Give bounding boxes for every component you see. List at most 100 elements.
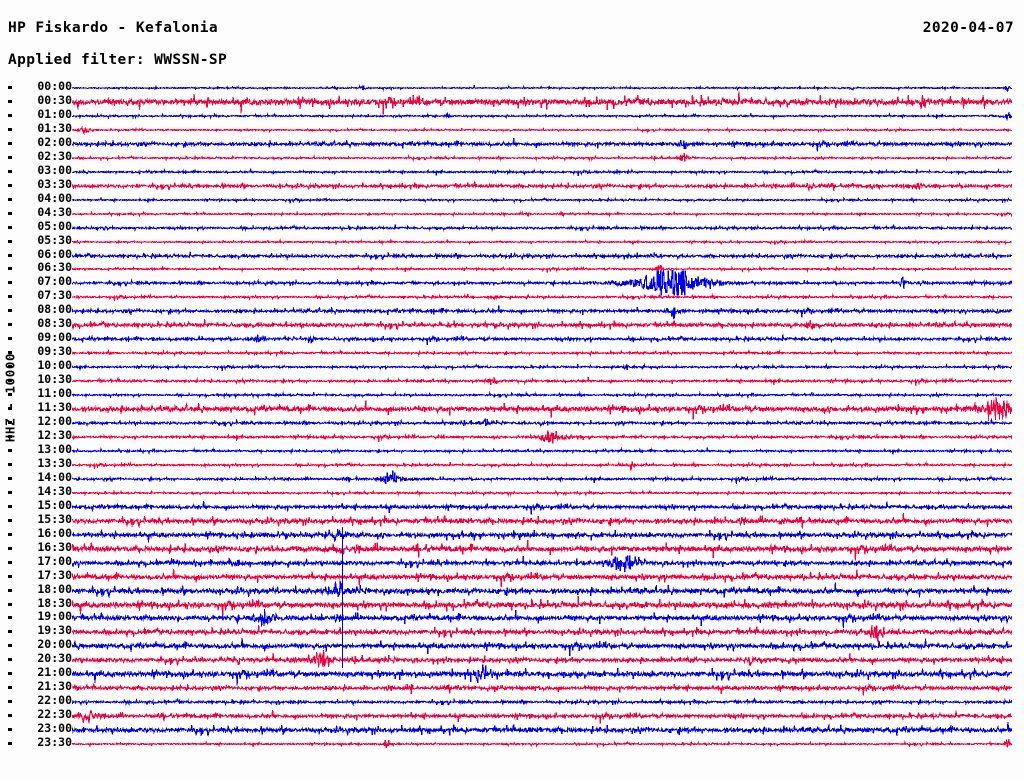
seismic-trace bbox=[72, 250, 1012, 261]
row-tick-mark bbox=[8, 672, 12, 676]
row-tick-mark bbox=[8, 658, 12, 662]
seismic-trace bbox=[72, 709, 1012, 724]
row-time-label: 23:30 bbox=[37, 735, 72, 750]
trace-row: 21:00 bbox=[0, 661, 1024, 687]
trace-row: 19:00 bbox=[0, 605, 1024, 631]
trace-row: 00:30 bbox=[0, 89, 1024, 115]
row-time-label: 08:00 bbox=[37, 302, 72, 317]
seismic-trace bbox=[72, 264, 1012, 275]
trace-row: 21:30 bbox=[0, 675, 1024, 701]
trace-row: 05:30 bbox=[0, 229, 1024, 255]
trace-row: 04:00 bbox=[0, 187, 1024, 213]
row-time-label: 19:30 bbox=[37, 623, 72, 638]
trace-row: 20:30 bbox=[0, 647, 1024, 673]
row-time-label: 02:30 bbox=[37, 148, 72, 163]
trace-row: 18:30 bbox=[0, 592, 1024, 618]
trace-row: 14:00 bbox=[0, 466, 1024, 492]
trace-row: 05:00 bbox=[0, 215, 1024, 241]
row-tick-mark bbox=[8, 518, 12, 522]
row-time-label: 03:00 bbox=[37, 162, 72, 177]
row-tick-mark bbox=[8, 127, 12, 131]
seismic-trace bbox=[72, 625, 1012, 643]
row-time-label: 15:00 bbox=[37, 497, 72, 512]
seismic-trace bbox=[72, 738, 1012, 749]
row-time-label: 14:30 bbox=[37, 483, 72, 498]
trace-row: 15:00 bbox=[0, 494, 1024, 520]
row-tick-mark bbox=[8, 742, 12, 746]
row-tick-mark bbox=[8, 225, 12, 229]
row-time-label: 07:00 bbox=[37, 274, 72, 289]
row-time-label: 05:30 bbox=[37, 232, 72, 247]
seismic-trace bbox=[72, 195, 1012, 204]
row-time-label: 01:30 bbox=[37, 120, 72, 135]
trace-row: 03:00 bbox=[0, 159, 1024, 185]
row-tick-mark bbox=[8, 155, 12, 159]
row-time-label: 20:00 bbox=[37, 637, 72, 652]
row-time-label: 07:30 bbox=[37, 288, 72, 303]
seismic-trace bbox=[72, 390, 1012, 400]
row-tick-mark bbox=[8, 435, 12, 438]
trace-row: 01:30 bbox=[0, 117, 1024, 143]
trace-row: 06:00 bbox=[0, 243, 1024, 269]
row-tick-mark bbox=[8, 728, 12, 732]
seismic-trace bbox=[72, 179, 1012, 192]
row-time-label: 10:30 bbox=[37, 372, 72, 387]
row-time-label: 06:00 bbox=[37, 246, 72, 261]
row-tick-mark bbox=[8, 462, 12, 466]
seismic-trace bbox=[72, 528, 1012, 543]
trace-row: 23:30 bbox=[0, 731, 1024, 757]
trace-row: 23:00 bbox=[0, 717, 1024, 743]
trace-row: 20:00 bbox=[0, 633, 1024, 659]
seismic-trace bbox=[72, 417, 1012, 428]
row-tick-mark bbox=[8, 700, 12, 704]
trace-row: 19:30 bbox=[0, 619, 1024, 645]
row-tick-mark bbox=[8, 253, 12, 257]
row-time-label: 15:30 bbox=[37, 511, 72, 526]
trace-row: 12:30 bbox=[0, 424, 1024, 450]
seismic-trace bbox=[72, 111, 1012, 121]
row-tick-mark bbox=[8, 323, 12, 327]
seismic-trace bbox=[72, 305, 1012, 321]
row-time-label: 10:00 bbox=[37, 358, 72, 373]
seismic-trace bbox=[72, 460, 1012, 471]
row-tick-mark bbox=[8, 365, 12, 369]
seismic-trace bbox=[72, 209, 1012, 218]
row-tick-mark bbox=[8, 490, 12, 494]
seismic-trace bbox=[72, 446, 1012, 456]
trace-row: 02:00 bbox=[0, 131, 1024, 157]
seismic-trace bbox=[72, 539, 1012, 561]
row-tick-mark bbox=[8, 588, 12, 592]
seismic-trace bbox=[72, 270, 1012, 297]
row-tick-mark bbox=[8, 546, 12, 550]
trace-row: 16:00 bbox=[0, 522, 1024, 548]
row-time-label: 00:00 bbox=[37, 79, 72, 93]
trace-row: 22:30 bbox=[0, 703, 1024, 729]
row-tick-mark bbox=[8, 169, 12, 173]
seismic-trace bbox=[72, 697, 1012, 707]
seismic-trace bbox=[72, 430, 1012, 444]
trace-row: 09:30 bbox=[0, 340, 1024, 366]
row-time-label: 12:00 bbox=[37, 414, 72, 429]
row-time-label: 21:00 bbox=[37, 665, 72, 680]
row-time-label: 14:00 bbox=[37, 469, 72, 484]
row-time-label: 22:00 bbox=[37, 693, 72, 708]
trace-row: 08:00 bbox=[0, 298, 1024, 324]
row-tick-mark bbox=[8, 99, 12, 103]
row-time-label: 02:00 bbox=[37, 134, 72, 149]
helicorder-plot: 00:00 00:30 01:00 01:30 02:00 02:30 03:00 03:30… bbox=[0, 78, 1024, 778]
trace-row: 07:30 bbox=[0, 284, 1024, 310]
row-tick-mark bbox=[8, 630, 12, 634]
row-time-label: 08:30 bbox=[37, 316, 72, 331]
seismic-trace bbox=[72, 512, 1012, 529]
row-tick-mark bbox=[8, 616, 12, 620]
seismic-trace bbox=[72, 362, 1012, 372]
row-tick-mark bbox=[8, 714, 12, 718]
row-time-label: 03:30 bbox=[37, 176, 72, 191]
row-time-label: 19:00 bbox=[37, 609, 72, 624]
seismic-trace bbox=[72, 489, 1012, 497]
row-time-label: 09:30 bbox=[37, 344, 72, 359]
trace-row: 06:30 bbox=[0, 256, 1024, 282]
row-time-label: 13:00 bbox=[37, 441, 72, 456]
seismic-trace bbox=[72, 609, 1012, 629]
